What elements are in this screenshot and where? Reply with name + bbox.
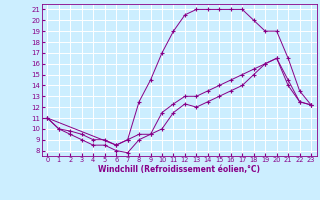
X-axis label: Windchill (Refroidissement éolien,°C): Windchill (Refroidissement éolien,°C) xyxy=(98,165,260,174)
